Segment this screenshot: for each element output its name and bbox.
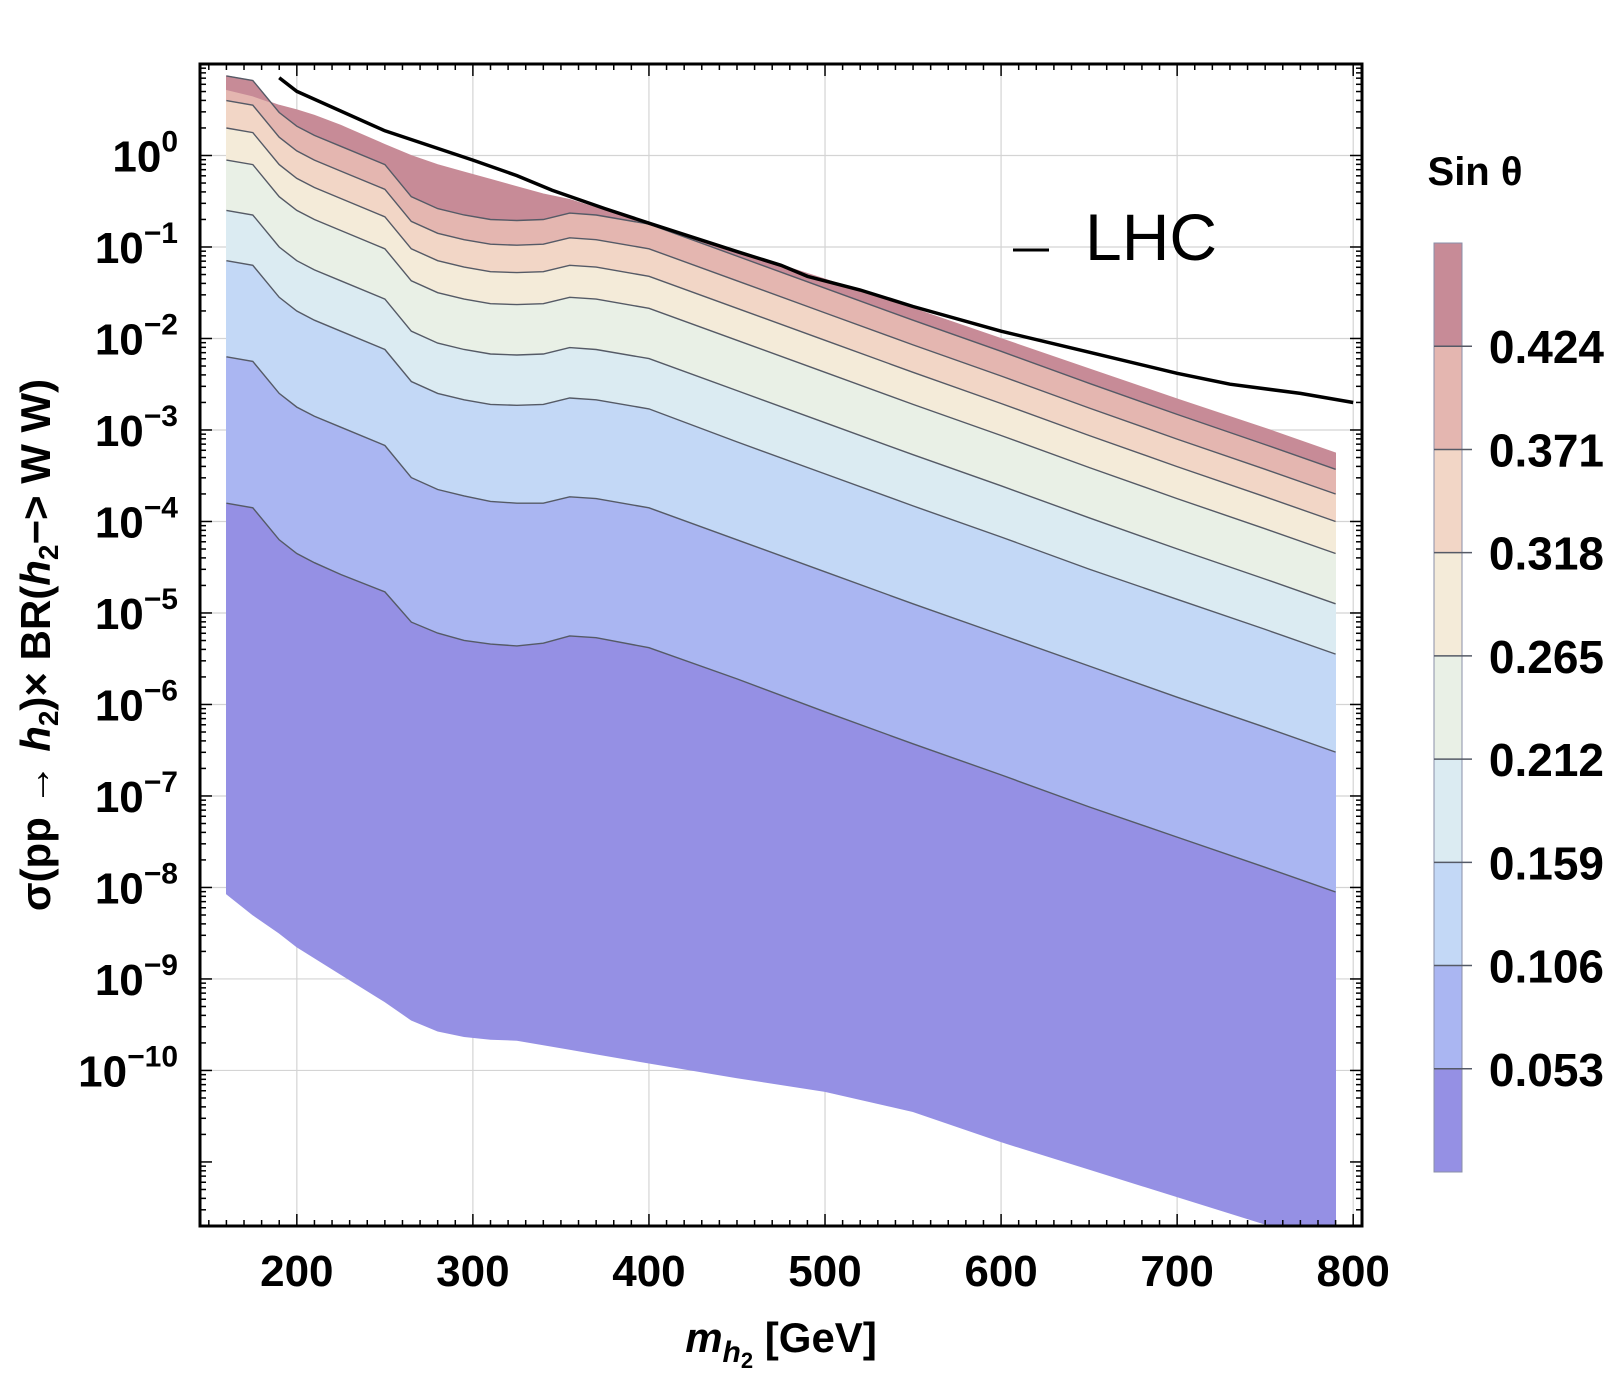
x-axis-title: mh2 [GeV] xyxy=(685,1314,877,1373)
colorbar: 0.424 0.371 0.318 0.265 0.212 0.159 0.106 0.053 xyxy=(1433,242,1605,1173)
y-tick-label: 10−4 xyxy=(95,491,178,547)
lhc-limit-line xyxy=(278,76,1354,405)
colorbar-border xyxy=(1433,242,1463,1173)
plot-frame xyxy=(198,62,1364,1228)
y-tick-label: 10−3 xyxy=(95,400,178,456)
colorbar-tick-label: 0.424 xyxy=(1489,321,1605,373)
x-tick-label: 600 xyxy=(964,1247,1037,1296)
contour-bands xyxy=(226,75,1336,1226)
legend: LHC xyxy=(1013,200,1217,274)
y-tick-label: 10−6 xyxy=(95,674,178,730)
y-tick-label: 10−9 xyxy=(95,949,178,1005)
colorbar-swatch xyxy=(1434,243,1462,347)
x-tick-labels: 200 300 400 500 600 700 800 xyxy=(260,1247,1390,1296)
y-tick-label: 10−7 xyxy=(95,766,178,822)
contour-line xyxy=(226,99,1336,495)
contour-line xyxy=(226,127,1336,523)
y-axis-title: σ(pp → h2)× BR(h2−> W W) xyxy=(12,379,64,911)
contour-line xyxy=(226,209,1336,605)
colorbar-tick-label: 0.212 xyxy=(1489,734,1604,786)
x-tick-label: 300 xyxy=(436,1247,509,1296)
y-tick-label: 100 xyxy=(112,125,178,181)
y-tick-label: 10−1 xyxy=(95,217,178,273)
colorbar-swatch xyxy=(1434,965,1462,1070)
colorbar-tick-label: 0.265 xyxy=(1489,631,1604,683)
colorbar-swatch xyxy=(1434,552,1462,657)
contour-line xyxy=(226,356,1336,753)
contour-line xyxy=(226,260,1336,655)
colorbar-tick-label: 0.106 xyxy=(1489,941,1604,993)
contour-line xyxy=(226,159,1336,555)
colorbar-tick-label: 0.159 xyxy=(1489,837,1604,889)
y-tick-label: 10−5 xyxy=(95,583,178,639)
y-tick-labels: 100 10−1 10−2 10−3 10−4 10−5 10−6 10−7 10−8 10−9 1… xyxy=(78,125,178,1096)
x-tick-label: 200 xyxy=(260,1247,333,1296)
colorbar-tick-label: 0.053 xyxy=(1489,1044,1604,1096)
colorbar-swatch xyxy=(1434,759,1462,863)
legend-label: LHC xyxy=(1085,200,1217,274)
lhc-limit xyxy=(278,76,1354,405)
x-tick-label: 700 xyxy=(1140,1247,1213,1296)
x-tick-label: 400 xyxy=(612,1247,685,1296)
axis-ticks xyxy=(200,63,1362,1227)
colorbar-tick-label: 0.318 xyxy=(1489,528,1604,580)
colorbar-swatch xyxy=(1434,346,1462,450)
colorbar-swatch xyxy=(1434,1068,1462,1173)
y-tick-label: 10−2 xyxy=(95,308,178,364)
y-tick-label: 10−10 xyxy=(78,1040,178,1096)
colorbar-title: Sin θ xyxy=(1428,150,1523,194)
contour-lines xyxy=(226,75,1336,893)
colorbar-swatch xyxy=(1434,655,1462,760)
y-tick-label: 10−8 xyxy=(95,857,178,913)
colorbar-swatch xyxy=(1434,862,1462,967)
colorbar-swatch xyxy=(1434,449,1462,554)
x-tick-label: 800 xyxy=(1316,1247,1389,1296)
x-tick-label: 500 xyxy=(788,1247,861,1296)
contour-line xyxy=(226,502,1336,893)
contour-line xyxy=(226,75,1336,470)
colorbar-tick-label: 0.371 xyxy=(1489,424,1604,476)
